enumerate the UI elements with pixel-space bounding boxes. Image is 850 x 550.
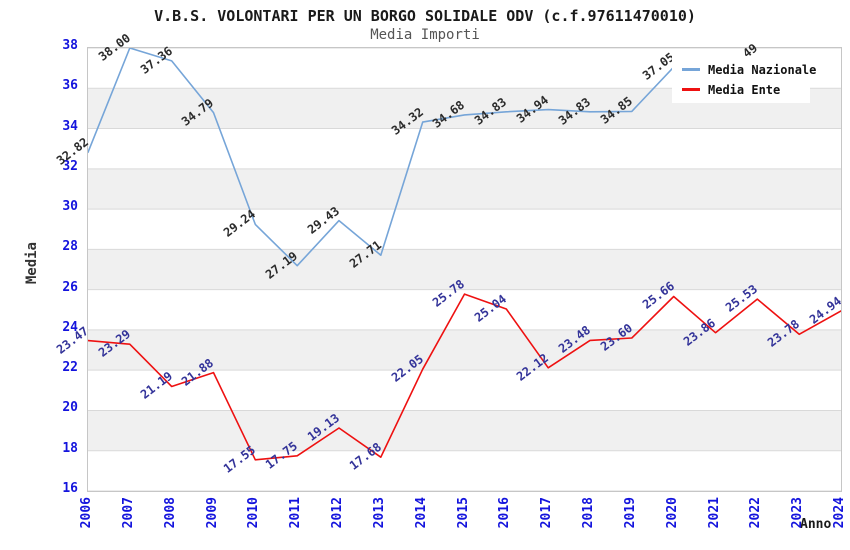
x-tick-label: 2017 xyxy=(539,497,555,529)
x-axis-title: Anno xyxy=(800,517,832,532)
x-tick-label: 2012 xyxy=(330,497,345,529)
y-tick-label: 30 xyxy=(62,199,78,215)
y-tick-label: 36 xyxy=(62,78,78,94)
x-tick-label: 2011 xyxy=(288,497,304,529)
x-tick-label: 2016 xyxy=(497,497,513,529)
y-tick-label: 20 xyxy=(62,400,78,416)
legend-label: Media Nazionale xyxy=(708,62,817,77)
x-tick-label: 2024 xyxy=(832,497,847,529)
y-tick-label: 16 xyxy=(62,481,78,496)
y-tick-label: 34 xyxy=(62,118,78,134)
legend-item-media-nazionale: Media Nazionale xyxy=(682,63,816,77)
y-tick-label: 32 xyxy=(62,158,78,174)
x-tick-label: 2009 xyxy=(204,497,220,529)
x-tick-label: 2022 xyxy=(748,497,764,529)
y-tick-label: 18 xyxy=(62,440,78,456)
x-tick-label: 2007 xyxy=(120,497,136,529)
x-tick-label: 2010 xyxy=(246,497,262,529)
y-tick-label: 22 xyxy=(62,360,78,376)
series-line-media-ente xyxy=(88,293,841,461)
x-tick-label: 2019 xyxy=(622,497,638,529)
plot-area xyxy=(87,47,842,492)
chart-title: V.B.S. VOLONTARI PER UN BORGO SOLIDALE O… xyxy=(154,7,696,25)
x-tick-label: 2021 xyxy=(706,497,722,529)
x-tick-label: 2013 xyxy=(371,497,387,529)
y-tick-label: 26 xyxy=(62,279,78,295)
x-tick-label: 2020 xyxy=(664,497,680,529)
legend-item-media-ente: Media Ente xyxy=(682,83,810,97)
media-ente-line-swatch xyxy=(682,88,700,91)
x-tick-label: 2014 xyxy=(413,497,429,529)
legend-label: Media Ente xyxy=(708,82,781,97)
x-tick-label: 2023 xyxy=(790,497,806,529)
x-tick-label: 2008 xyxy=(162,497,178,529)
chart-subtitle: Media Importi xyxy=(370,27,480,43)
media-nazionale-line-swatch xyxy=(682,68,700,71)
series-line-media-nazionale xyxy=(88,48,759,267)
y-tick-label: 28 xyxy=(62,239,78,255)
x-tick-label: 2015 xyxy=(455,497,471,529)
x-tick-label: 2018 xyxy=(581,497,596,529)
x-tick-label: 2006 xyxy=(79,497,94,529)
legend: Media Nazionale Media Ente xyxy=(672,56,816,103)
y-tick-label: 24 xyxy=(62,319,78,335)
y-tick-label: 38 xyxy=(62,38,78,53)
